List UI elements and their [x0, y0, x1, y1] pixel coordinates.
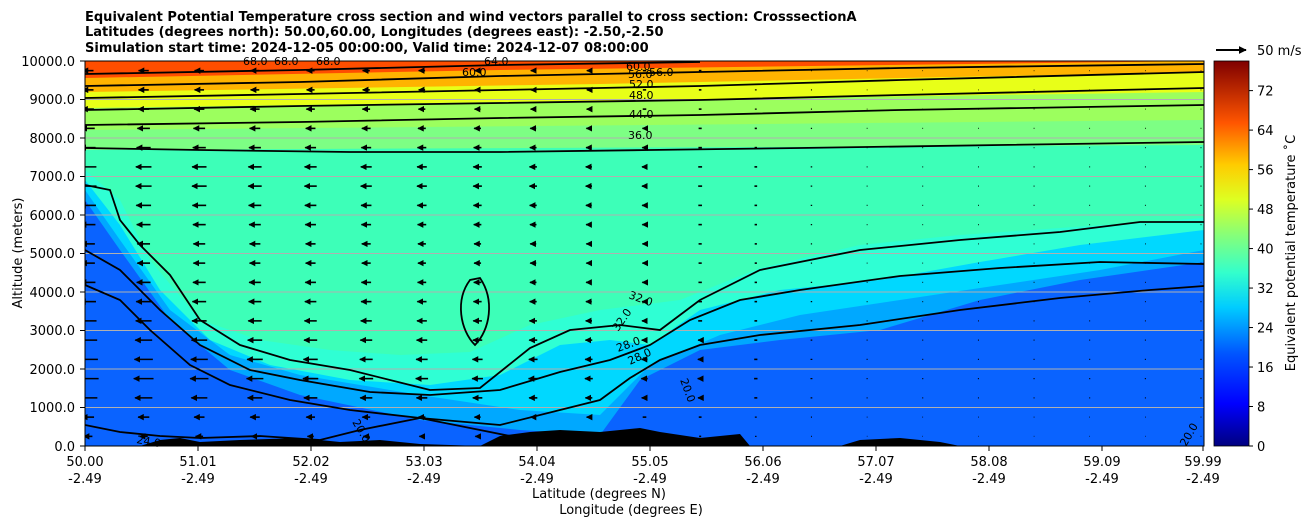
x-tick-lat: 58.08: [970, 455, 1007, 470]
chart-title-line-2: Latitudes (degrees north): 50.00,60.00, …: [85, 25, 664, 40]
terrain-silhouette: [85, 428, 960, 446]
filled-contours: [85, 61, 1204, 446]
contour-line: [85, 141, 1204, 153]
colorbar-gradient: [1213, 60, 1250, 447]
x-tick-lon: -2.49: [633, 472, 667, 487]
contour-label: 60.0: [462, 66, 487, 79]
colorbar-tick-label: 64: [1257, 124, 1274, 139]
y-tick-label: 1000.0: [30, 401, 76, 416]
wind-vectors: [85, 67, 1202, 440]
contour-label: 52.0: [629, 78, 654, 91]
contour-line: [85, 87, 1204, 111]
contour-line: [85, 184, 1204, 391]
x-tick-lat: 59.99: [1184, 455, 1221, 470]
colorbar-tick-label: 16: [1257, 361, 1274, 376]
x-axis: 50.00 -2.49 51.01 -2.49 52.02 -2.49 53.0…: [66, 446, 1222, 518]
wind-key: 50 m/s: [1216, 44, 1302, 59]
colorbar-tick-label: 0: [1257, 440, 1265, 455]
colorbar-tick-label: 56: [1257, 164, 1274, 179]
contour-label: 56.0: [628, 68, 653, 81]
x-tick-lat: 59.09: [1083, 455, 1120, 470]
contour-line: [460, 277, 490, 347]
x-tick-lon: -2.49: [859, 472, 893, 487]
y-tick-label: 5000.0: [30, 247, 76, 262]
x-tick-lon: -2.49: [407, 472, 441, 487]
colorbar-label: Equivalent potential temperature ˚C: [1283, 135, 1299, 371]
x-tick-lon: -2.49: [746, 472, 780, 487]
x-tick-lon: -2.49: [181, 472, 215, 487]
y-tick-label: 0.0: [54, 440, 75, 455]
contour-line: [85, 249, 1204, 396]
fill-band-red: [85, 61, 1204, 78]
contour-line: [85, 284, 1204, 426]
x-tick-lon: -2.49: [294, 472, 328, 487]
y-tick-label: 8000.0: [30, 132, 76, 147]
x-tick-lat: 53.03: [405, 455, 442, 470]
colorbar-ticks: 0 8 16 24 32 40 48 56 64 72: [1249, 85, 1274, 455]
y-tick-label: 2000.0: [30, 363, 76, 378]
wind-key-label: 50 m/s: [1257, 44, 1302, 59]
y-tick-label: 6000.0: [30, 209, 76, 224]
chart-title-line-1: Equivalent Potential Temperature cross s…: [85, 10, 857, 25]
x-tick-lat: 50.00: [66, 455, 103, 470]
x-tick-lon: -2.49: [520, 472, 554, 487]
y-axis: Altitude (meters) 0.0 1000.0 2000.0 3000…: [11, 55, 85, 455]
colorbar-tick-label: 72: [1257, 85, 1274, 100]
x-tick-lon: -2.49: [1085, 472, 1119, 487]
x-tick-lat: 57.07: [857, 455, 894, 470]
x-axis-label-line-1: Latitude (degrees N): [532, 487, 666, 502]
contour-line: [85, 63, 1204, 87]
y-tick-label: 7000.0: [30, 170, 76, 185]
contour-label: 44.0: [629, 108, 654, 121]
colorbar-tick-label: 32: [1257, 282, 1274, 297]
y-tick-label: 10000.0: [21, 55, 75, 70]
x-axis-label-line-2: Longitude (degrees E): [559, 503, 703, 518]
contour-label: 24.0: [135, 433, 161, 450]
colorbar: 0 8 16 24 32 40 48 56 64 72 Equivalent potential …: [1213, 60, 1299, 455]
x-tick-lat: 52.02: [292, 455, 329, 470]
contour-line: [85, 417, 600, 441]
y-tick-label: 4000.0: [30, 286, 76, 301]
colorbar-tick-label: 48: [1257, 203, 1274, 218]
contour-lines: [85, 61, 1204, 441]
y-tick-label: 3000.0: [30, 324, 76, 339]
contour-line: [85, 71, 1204, 99]
contour-label: 48.0: [629, 89, 654, 102]
x-tick-lat: 56.06: [744, 455, 781, 470]
x-tick-lat: 54.04: [518, 455, 555, 470]
y-gridlines: [85, 99, 1204, 408]
x-tick-lon: -2.49: [68, 472, 102, 487]
x-tick-lat: 51.01: [179, 455, 216, 470]
y-axis-label: Altitude (meters): [11, 198, 26, 309]
contour-label: 56.0: [649, 66, 674, 79]
contour-label: 36.0: [628, 129, 653, 142]
contour-line: [85, 61, 701, 75]
colorbar-tick-label: 8: [1257, 401, 1265, 416]
contour-line: [85, 104, 1204, 126]
colorbar-tick-label: 24: [1257, 322, 1274, 337]
colorbar-tick-label: 40: [1257, 243, 1274, 258]
x-tick-lat: 55.05: [631, 455, 668, 470]
chart-title-line-3: Simulation start time: 2024-12-05 00:00:…: [85, 41, 649, 56]
x-tick-lon: -2.49: [1186, 472, 1220, 487]
x-tick-lon: -2.49: [972, 472, 1006, 487]
y-tick-label: 9000.0: [30, 93, 76, 108]
contour-label: 60.0: [626, 60, 651, 73]
